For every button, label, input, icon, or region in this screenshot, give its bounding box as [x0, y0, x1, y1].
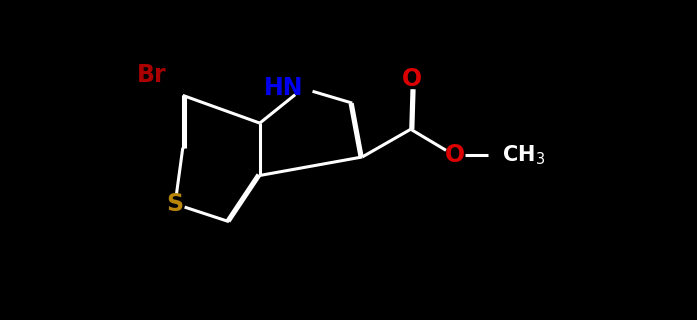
- Text: Br: Br: [137, 63, 166, 87]
- Text: HN: HN: [263, 76, 303, 100]
- Text: CH$_3$: CH$_3$: [503, 144, 545, 167]
- Text: O: O: [445, 143, 465, 167]
- Text: S: S: [167, 192, 184, 216]
- Text: O: O: [402, 67, 422, 91]
